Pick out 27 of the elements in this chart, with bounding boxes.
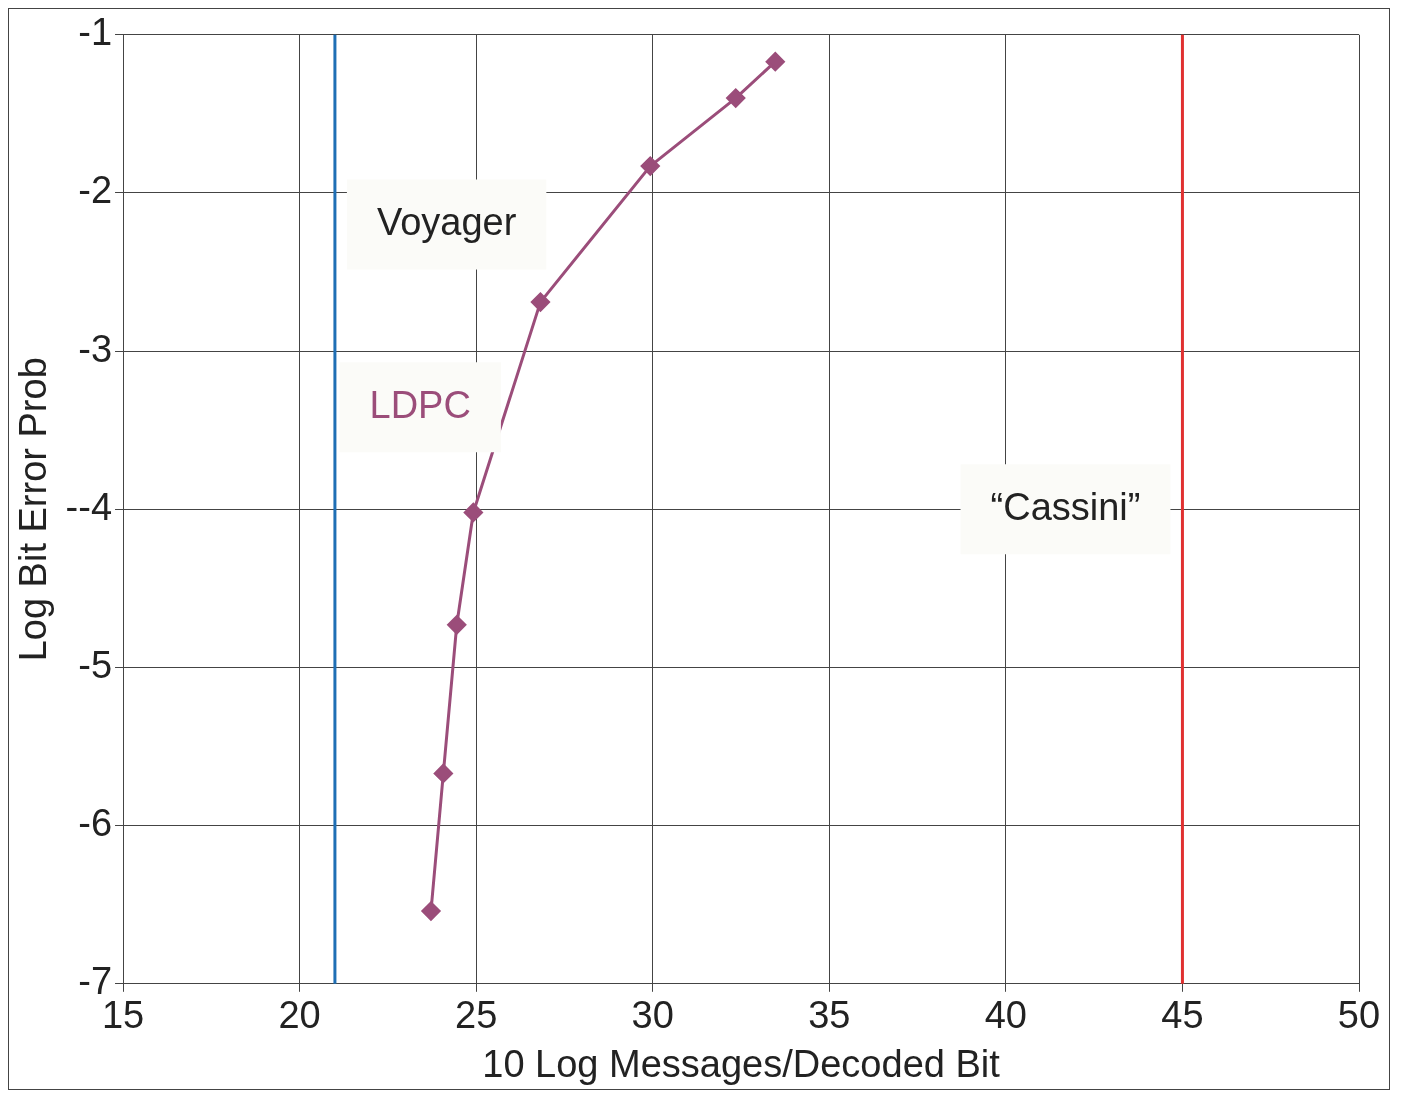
x-tick-label: 20: [278, 994, 321, 1037]
x-axis-title: 10 Log Messages/Decoded Bit: [482, 1042, 1001, 1085]
x-tick-label: 35: [808, 994, 851, 1037]
x-tick-label: 30: [631, 994, 674, 1037]
ref-line-label: “Cassini”: [990, 485, 1141, 528]
y-tick-label: -2: [78, 169, 113, 212]
x-tick-label: 45: [1161, 994, 1204, 1037]
x-tick-label: 15: [101, 994, 145, 1037]
point: [530, 292, 550, 312]
series-label: LDPC: [369, 383, 471, 426]
y-tick-label: -5: [78, 643, 113, 686]
point: [447, 615, 467, 635]
y-tick-label: --4: [65, 485, 113, 528]
point: [433, 763, 453, 783]
x-tick-label: 25: [455, 994, 498, 1037]
point: [726, 88, 746, 108]
point: [765, 52, 785, 72]
ref-line-label: Voyager: [376, 201, 517, 244]
y-tick-label: -1: [78, 11, 113, 54]
y-axis-title: Log Bit Error Prob: [12, 357, 55, 662]
point: [640, 156, 660, 176]
y-tick-label: -6: [78, 802, 113, 845]
point: [463, 502, 483, 522]
y-tick-label: -3: [78, 327, 113, 370]
x-tick-label: 50: [1337, 994, 1381, 1037]
x-tick-label: 40: [984, 994, 1028, 1037]
point: [421, 901, 441, 921]
